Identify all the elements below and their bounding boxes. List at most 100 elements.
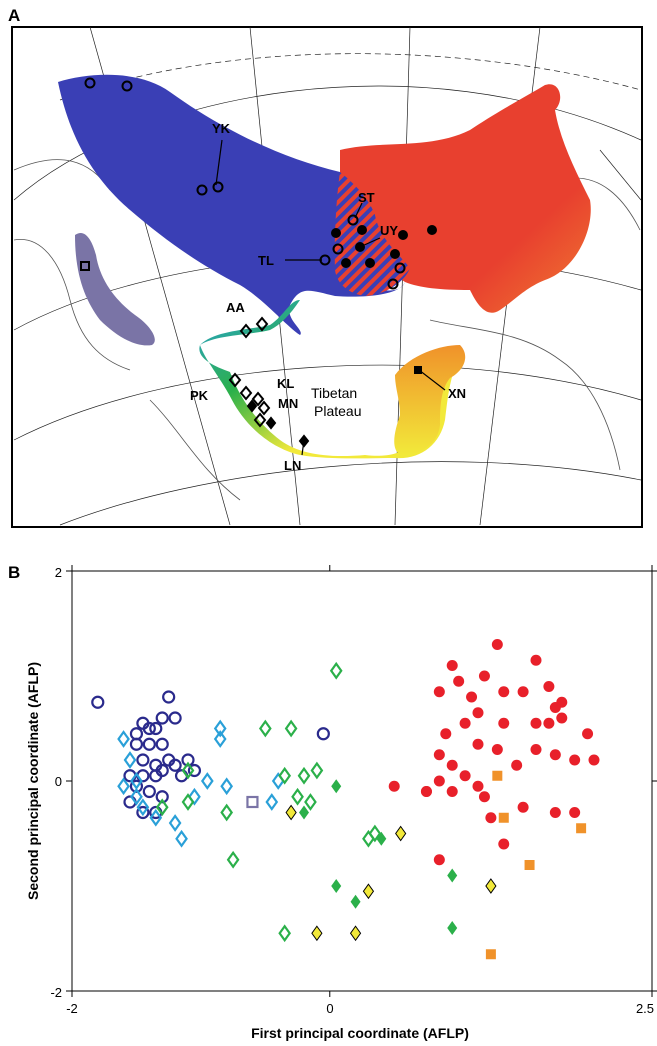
scatter-point-s2-7 xyxy=(291,787,304,806)
site-marker xyxy=(398,230,408,240)
scatter-point-s4-0 xyxy=(285,804,297,821)
site-marker xyxy=(239,385,253,401)
site-label-tl: TL xyxy=(258,253,274,268)
scatter-point-s1-13 xyxy=(175,829,188,848)
scatter-point-s5-7 xyxy=(517,686,529,698)
scatter-point-s2-13 xyxy=(278,924,292,943)
scatter-point-s3-4 xyxy=(447,868,458,883)
site-label-uy: UY xyxy=(380,223,398,238)
scatter-point-s2-0 xyxy=(155,798,169,817)
site-marker xyxy=(341,258,351,268)
scatter-point-s0-8 xyxy=(129,737,144,751)
scatter-point-s6-2 xyxy=(524,860,535,870)
scatter-point-s2-10 xyxy=(310,761,324,780)
scatter-point-s0-6 xyxy=(162,690,176,704)
scatter-point-s3-0 xyxy=(331,779,342,794)
scatter-point-s5-22 xyxy=(530,744,542,755)
panel-label-b: B xyxy=(8,563,21,582)
scatter-point-s5-9 xyxy=(543,681,555,692)
scatter-point-s0-0 xyxy=(91,695,105,709)
scatter-figure: 2 0 -2 -2 0 2.5 First principal coordina… xyxy=(25,565,657,1041)
scatter-point-s0-10 xyxy=(155,737,169,751)
site-marker xyxy=(239,323,253,339)
scatter-point-s3-3 xyxy=(376,831,387,846)
site-marker xyxy=(228,372,242,388)
x-tick-left: -2 xyxy=(66,1001,78,1016)
scatter-point-s5-19 xyxy=(472,738,484,750)
east-red-region xyxy=(340,84,591,313)
scatter-point-s0-20 xyxy=(181,753,195,767)
scatter-point-s5-41 xyxy=(420,786,432,797)
site-marker xyxy=(246,399,258,413)
scatter-point-s3-6 xyxy=(299,805,309,820)
site-marker xyxy=(332,243,344,255)
region-label-plateau: Plateau xyxy=(314,403,361,419)
scatter-point-s5-25 xyxy=(582,728,594,740)
scatter-point-s0-25 xyxy=(136,805,150,820)
scatter-point-s4-4 xyxy=(395,825,407,842)
scatter-point-s5-39 xyxy=(569,807,581,818)
scatter-point-s5-35 xyxy=(446,786,458,797)
scatter-point-s2-2 xyxy=(181,793,195,811)
scatter-point-s3-5 xyxy=(447,921,458,935)
scatter-point-s4-2 xyxy=(349,925,362,942)
scatter-point-s5-26 xyxy=(588,754,600,766)
y-tick-top: 2 xyxy=(55,565,62,580)
scatter-point-s5-17 xyxy=(459,717,471,729)
scatter-point-s2-4 xyxy=(226,850,240,869)
scatter-point-s5-28 xyxy=(446,759,458,771)
site-markers xyxy=(80,77,437,448)
scatter-point-s4-1 xyxy=(311,925,323,942)
scatter-point-s0-9 xyxy=(142,737,156,751)
scatter-point-s2-8 xyxy=(297,766,311,785)
scatter-point-s0-4 xyxy=(149,721,163,736)
xn-orange-region xyxy=(394,345,466,455)
y-tick-mid: 0 xyxy=(55,774,62,789)
site-marker xyxy=(357,225,367,235)
scatter-point-s5-31 xyxy=(478,791,490,803)
site-marker xyxy=(253,412,267,428)
scatter-points xyxy=(91,639,600,960)
site-marker xyxy=(347,214,359,226)
scatter-point-s2-9 xyxy=(304,793,317,811)
site-marker xyxy=(255,316,269,332)
scatter-point-s6-4 xyxy=(485,949,496,960)
site-label-pk: PK xyxy=(190,388,209,403)
scatter-point-s4-5 xyxy=(485,878,497,894)
scatter-point-s0-21 xyxy=(129,779,144,793)
scatter-point-s5-38 xyxy=(549,807,561,818)
site-label-aa: AA xyxy=(226,300,245,315)
site-marker xyxy=(196,184,208,196)
scatter-point-s2-11 xyxy=(329,661,343,680)
scatter-point-s6-3 xyxy=(576,823,587,834)
scatter-point-s1-7 xyxy=(168,814,182,832)
scatter-point-s0-28 xyxy=(316,727,330,741)
site-marker xyxy=(84,77,96,89)
scatter-point-s5-27 xyxy=(433,749,445,761)
site-label-kl: KL xyxy=(277,376,294,391)
scatter-point-s5-14 xyxy=(530,717,542,729)
site-marker xyxy=(414,366,422,374)
scatter-point-s2-15 xyxy=(368,824,382,843)
scatter-point-s0-5 xyxy=(155,711,169,725)
scatter-point-s1-4 xyxy=(130,787,143,806)
scatter-point-s0-23 xyxy=(155,790,169,804)
scatter-point-s1-3 xyxy=(117,777,130,796)
scatter-point-s5-40 xyxy=(433,854,445,866)
scatter-point-s5-15 xyxy=(498,717,510,729)
scatter-point-s4-3 xyxy=(362,883,375,900)
scatter-point-s1-6 xyxy=(149,808,163,827)
x-axis-title: First principal coordinate (AFLP) xyxy=(251,1025,469,1041)
site-label-yk: YK xyxy=(212,121,231,136)
scatter-point-s5-16 xyxy=(472,707,484,719)
scatter-point-s1-12 xyxy=(220,777,234,796)
scatter-point-s1-9 xyxy=(200,772,214,790)
scatter-point-s6-0 xyxy=(492,770,503,781)
scatter-point-s5-42 xyxy=(388,780,400,792)
isolated-purple-region xyxy=(75,232,155,346)
site-label-mn: MN xyxy=(278,396,298,411)
scatter-point-s5-13 xyxy=(556,712,568,724)
scatter-point-s1-15 xyxy=(265,793,279,811)
scatter-point-s1-11 xyxy=(213,730,227,748)
y-tick-bottom: -2 xyxy=(50,985,62,1000)
